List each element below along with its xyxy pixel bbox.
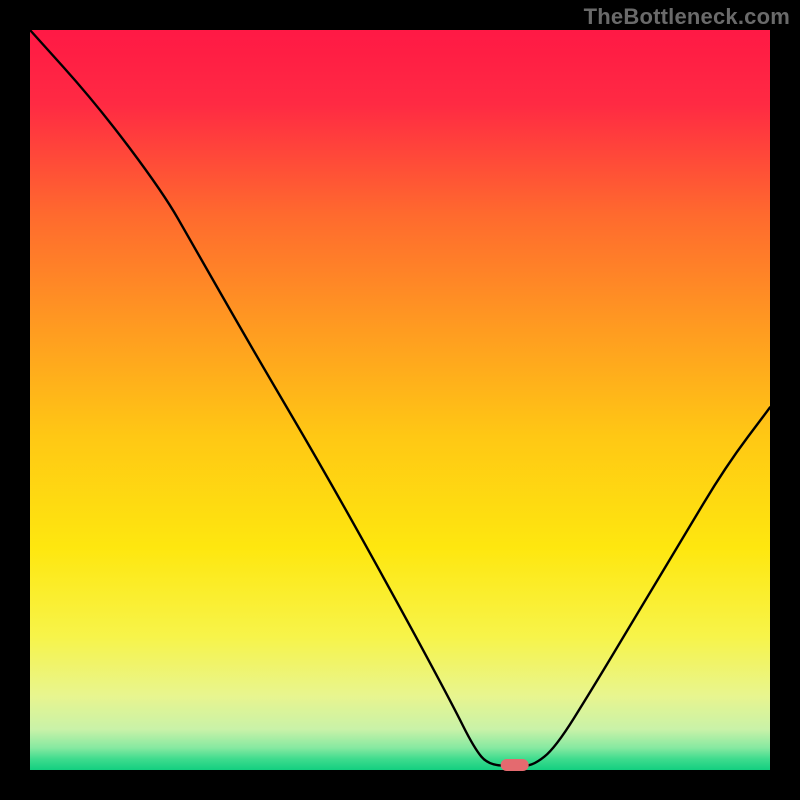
- gradient-background: [30, 30, 770, 770]
- gradient-chart: [0, 0, 800, 800]
- optimal-marker: [501, 759, 529, 771]
- chart-container: TheBottleneck.com: [0, 0, 800, 800]
